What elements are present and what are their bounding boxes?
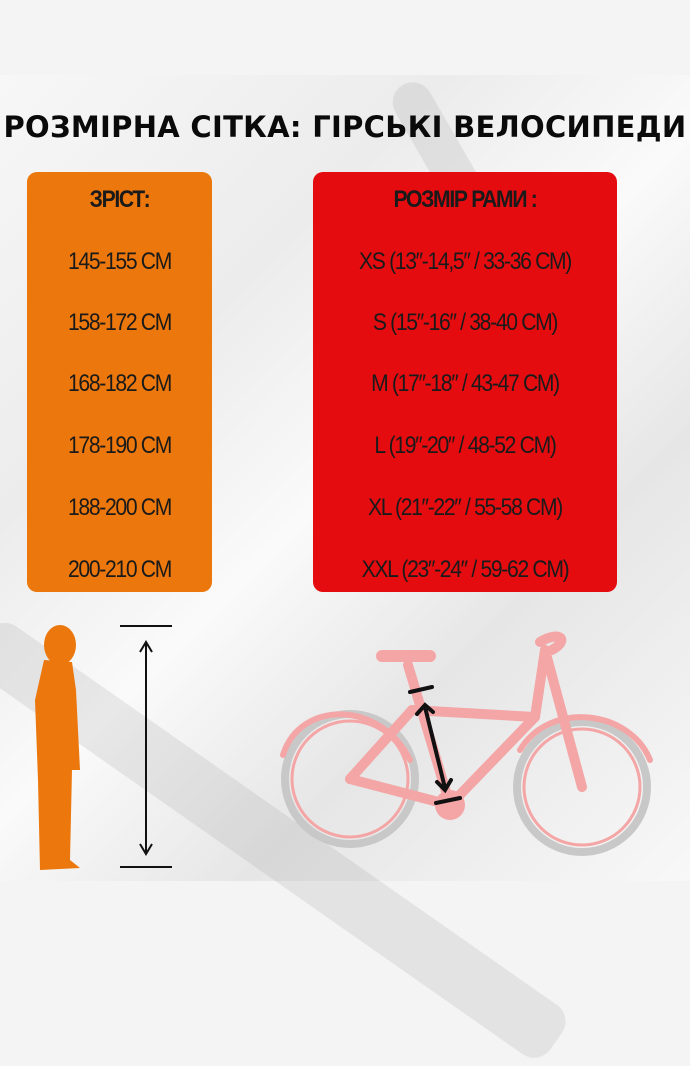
height-column: ЗРІСТ: 145-155 CM 158-172 CM 168-182 CM … — [27, 172, 212, 592]
person-silhouette-icon — [35, 625, 80, 870]
frame-size-column: РОЗМІР РАМИ : XS (13″-14,5″ / 33-36 CM) … — [313, 172, 617, 592]
page-title: РОЗМІРНА СІТКА: ГІРСЬКІ ВЕЛОСИПЕДИ — [3, 110, 687, 144]
height-header: ЗРІСТ: — [89, 186, 151, 213]
height-row: 200-210 CM — [67, 556, 172, 583]
height-row: 168-182 CM — [67, 370, 172, 397]
frame-row: XL (21″-22″ / 55-58 CM) — [368, 494, 563, 521]
illustrations — [35, 625, 653, 870]
frame-row: M (17″-18″ / 43-47 CM) — [371, 370, 560, 397]
bicycle-icon — [280, 631, 653, 856]
frame-row: S (15″-16″ / 38-40 CM) — [372, 309, 559, 336]
height-row: 178-190 CM — [67, 432, 172, 459]
height-row: 158-172 CM — [67, 309, 172, 336]
frame-row: L (19″-20″ / 48-52 CM) — [374, 432, 556, 459]
frame-row: XXL (23″-24″ / 59-62 CM) — [361, 556, 570, 583]
height-arrow-icon — [120, 625, 172, 868]
height-row: 188-200 CM — [67, 494, 172, 521]
height-row: 145-155 CM — [67, 248, 172, 275]
frame-row: XS (13″-14,5″ / 33-36 CM) — [358, 248, 572, 275]
frame-header: РОЗМІР РАМИ : — [393, 186, 538, 213]
